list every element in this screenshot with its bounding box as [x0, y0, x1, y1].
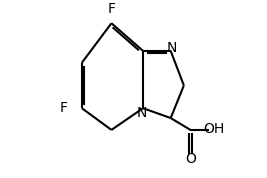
Text: F: F: [60, 101, 68, 115]
Text: O: O: [185, 152, 196, 166]
Text: N: N: [137, 106, 147, 120]
Text: F: F: [107, 2, 115, 16]
Text: OH: OH: [203, 122, 225, 136]
Text: N: N: [166, 41, 177, 55]
